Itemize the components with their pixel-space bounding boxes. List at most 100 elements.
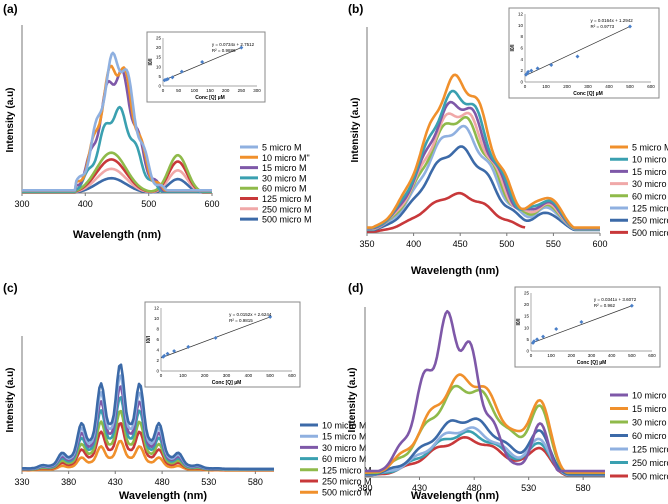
inset-x-tick-label: 100 <box>191 88 199 93</box>
series-line-1 <box>367 73 600 229</box>
inset-x-label: Conc [Q] µM <box>573 91 603 97</box>
y-axis-label: Intensity (a.u) <box>5 367 16 432</box>
inset-x-tick-label: 100 <box>179 373 187 378</box>
legend-label: 15 micro M <box>632 167 668 177</box>
series-line-3 <box>365 384 605 475</box>
inset-x-tick-label: 500 <box>628 353 636 358</box>
inset-y-tick-label: 2 <box>156 358 159 363</box>
legend-label: 60 micro M <box>632 191 668 201</box>
panel-label-d: (d) <box>348 281 363 295</box>
inset-x-label: Conc [Q] µM <box>577 360 607 366</box>
legend-label: 60 micro M <box>262 184 307 194</box>
x-tick-label: 430 <box>412 483 427 493</box>
inset-y-tick-label: 8 <box>156 327 159 332</box>
inset-y-tick-label: 0 <box>526 349 529 354</box>
inset-x-tick-label: 0 <box>524 84 527 89</box>
x-tick-label: 400 <box>78 199 93 209</box>
inset-r2: R² = 0.9886 <box>212 48 236 53</box>
series-line-5 <box>365 426 605 477</box>
legend-label: 5 micro M <box>262 143 302 153</box>
series-line-1 <box>22 51 212 192</box>
inset-x-tick-label: 300 <box>584 84 592 89</box>
inset-y-tick-label: 0 <box>156 369 159 374</box>
inset-y-tick-label: 10 <box>518 23 524 28</box>
inset-y-tick-label: 15 <box>156 55 162 60</box>
legend-label: 10 micro M <box>632 155 668 165</box>
inset-chart: 0 100 200 300 400 500 600 0 2 4 6 8 10 12 Conc [Q] µM I… <box>144 301 301 388</box>
legend-label: 15 micro M <box>262 163 307 173</box>
legend-label: 60 micro M <box>322 454 367 464</box>
x-tick-label: 330 <box>14 477 29 487</box>
inset-y-tick-label: 4 <box>156 348 159 353</box>
legend-label: 15 micro M <box>632 404 668 414</box>
legend-label: 10 micro M <box>632 391 668 401</box>
inset-y-tick-label: 15 <box>524 314 530 319</box>
inset-x-tick-label: 600 <box>647 84 655 89</box>
inset-y-tick-label: 6 <box>520 46 523 51</box>
inset-x-tick-label: 250 <box>238 88 246 93</box>
inset-x-tick-label: 300 <box>588 353 596 358</box>
inset-y-tick-label: 12 <box>154 306 160 311</box>
inset-r2: R² = 0.9773 <box>591 24 615 29</box>
panel-label-a: (a) <box>3 2 18 16</box>
inset-y-tick-label: 5 <box>526 337 529 342</box>
inset-y-tick-label: 25 <box>524 291 530 296</box>
legend-label: 10 micro M <box>322 421 367 431</box>
inset-chart: 0 50 100 150 200 250 300 0 5 10 15 20 25 Conc [Q] µM I… <box>146 31 266 103</box>
inset-equation: y = 0.0152x + 2.6244 <box>229 312 272 317</box>
x-tick-label: 380 <box>357 483 372 493</box>
inset-y-tick-label: 0 <box>520 80 523 85</box>
inset-x-tick-label: 500 <box>266 373 274 378</box>
inset-frame <box>514 286 661 368</box>
inset-x-tick-label: 50 <box>176 88 182 93</box>
inset-point <box>179 69 184 74</box>
series-line-8 <box>367 191 526 233</box>
inset-x-label: Conc [Q] µM <box>195 95 225 101</box>
inset-trendline <box>524 26 631 77</box>
inset-y-label: I0/I <box>146 335 152 343</box>
series-line-4 <box>365 417 605 476</box>
x-tick-label: 530 <box>521 483 536 493</box>
legend-label: 15 micro M <box>322 432 367 442</box>
inset-x-tick-label: 200 <box>563 84 571 89</box>
legend-label: 500 micro M <box>632 472 668 482</box>
inset-x-tick-label: 300 <box>223 373 231 378</box>
x-tick-label: 600 <box>592 239 607 249</box>
x-axis-label: Wavelength (nm) <box>119 490 208 502</box>
inset-y-tick-label: 25 <box>156 36 162 41</box>
inset-x-tick-label: 0 <box>160 373 163 378</box>
inset-y-tick-label: 2 <box>520 68 523 73</box>
inset-y-tick-label: 0 <box>158 84 161 89</box>
inset-y-tick-label: 10 <box>156 64 162 69</box>
inset-y-label: I0/I <box>148 58 154 66</box>
inset-y-tick-label: 8 <box>520 34 523 39</box>
inset-x-tick-label: 400 <box>245 373 253 378</box>
legend-label: 250 micro M <box>632 216 668 226</box>
inset-x-tick-label: 400 <box>608 353 616 358</box>
legend-label: 250 micro M <box>322 477 372 487</box>
y-axis-label: Intensity (a.u) <box>347 367 358 432</box>
legend-label: 500 micro M <box>262 215 312 225</box>
inset-x-tick-label: 400 <box>605 84 613 89</box>
inset-equation: y = 0.0734x + 2.7512 <box>212 42 255 47</box>
inset-x-label: Conc [Q] µM <box>212 380 242 386</box>
inset-x-tick-label: 600 <box>648 353 656 358</box>
inset-y-tick-label: 5 <box>158 74 161 79</box>
inset-chart: 0 100 200 300 400 500 600 0 2 4 6 8 10 12 Conc [Q] µM I… <box>508 7 660 99</box>
x-tick-label: 450 <box>453 239 468 249</box>
y-axis-label: Intensity (a.u) <box>5 87 16 152</box>
inset-frame <box>146 31 266 103</box>
legend-label: 125 micro M <box>262 194 312 204</box>
inset-frame <box>508 7 660 99</box>
inset-x-tick-label: 150 <box>206 88 214 93</box>
legend-label: 250 micro M <box>262 204 312 214</box>
inset-trendline <box>162 47 242 81</box>
inset-trendline <box>530 305 632 344</box>
inset-y-label: I0/I <box>510 44 516 52</box>
inset-point <box>162 353 167 358</box>
legend-label: 250 micro M <box>632 458 668 468</box>
